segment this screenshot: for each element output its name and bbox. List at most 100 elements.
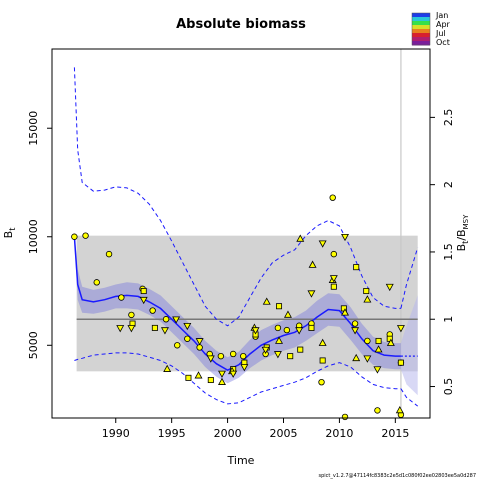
observation-point-triangle-down — [373, 366, 382, 374]
observation-point-triangle-down — [261, 346, 270, 355]
observation-point-triangle-down — [229, 370, 238, 378]
y-right-tick-label: 0.5 — [442, 378, 455, 396]
y-right-tick-label: 1.5 — [442, 243, 455, 261]
forecast-upper-prediction-line — [400, 247, 419, 309]
observation-point-triangle-down — [363, 355, 372, 363]
observation-point-triangle-up — [395, 405, 404, 414]
observation-point-circle — [118, 294, 125, 301]
legend-label: Oct — [436, 38, 450, 47]
x-tick-label: 2000 — [214, 427, 242, 440]
observation-point-square — [276, 303, 283, 310]
y-right-tick-label: 2 — [442, 181, 455, 188]
observation-point-square — [308, 324, 315, 331]
legend-color-swatch — [412, 17, 430, 22]
observation-point-triangle-down — [206, 355, 215, 363]
observation-point-triangle-up — [283, 310, 292, 318]
plot-frame — [51, 48, 431, 419]
legend-label: Apr — [436, 20, 451, 29]
observation-point-triangle-down — [341, 233, 349, 242]
observation-point-circle — [149, 307, 156, 314]
observation-point-triangle-up — [318, 338, 327, 346]
legend-color-swatch — [412, 33, 430, 38]
observation-point-triangle-down — [172, 316, 181, 324]
observation-point-triangle-up — [194, 371, 203, 379]
legend-label: Jul — [435, 29, 446, 38]
observation-point-triangle-up — [341, 308, 349, 316]
observation-point-square — [185, 374, 192, 381]
estimate-ci-band — [74, 232, 401, 384]
upper-prediction-line — [73, 67, 401, 327]
y-left-tick-label: 5000 — [27, 331, 40, 359]
legend-frame — [411, 12, 431, 46]
observation-point-circle — [274, 324, 282, 332]
y-right-main: B — [455, 244, 468, 252]
observation-point-triangle-down — [160, 327, 169, 335]
observation-point-circle — [71, 233, 78, 240]
observation-point-triangle-up — [296, 234, 305, 242]
observation-point-triangle-down — [116, 325, 125, 333]
y-axis-title-left: Bt — [2, 228, 17, 239]
observation-point-circle — [374, 407, 381, 414]
observation-point-square — [207, 377, 214, 384]
observation-point-triangle-up — [262, 297, 271, 305]
observation-point-circle — [329, 194, 336, 201]
legend-color-swatch — [412, 37, 430, 42]
observation-point-triangle-up — [275, 336, 284, 344]
observation-point-circle — [330, 250, 338, 258]
y-right-tick-label: 2.5 — [442, 109, 455, 127]
x-tick-label: 1990 — [102, 427, 130, 440]
observation-point-circle — [128, 311, 135, 319]
observation-point-circle — [240, 352, 247, 360]
x-tick-label: 2015 — [381, 427, 409, 440]
observation-point-square — [330, 283, 337, 290]
y-left-sub: t — [8, 228, 17, 231]
y-right-tick-label: 1 — [442, 316, 455, 323]
observation-point-circle — [174, 342, 181, 349]
y-axis-title-right: Bt/BMSY — [455, 214, 470, 251]
observation-point-triangle-down — [329, 275, 338, 283]
observation-point-square — [140, 288, 147, 295]
legend-label: Jan — [435, 11, 448, 20]
observation-point-square — [319, 357, 326, 364]
bmsy-ci-band — [76, 235, 418, 372]
legend-color-swatch — [412, 29, 430, 34]
observation-point-triangle-up — [308, 260, 317, 268]
x-tick-label: 2005 — [269, 427, 297, 440]
y-right-mid: /B — [455, 229, 468, 240]
observation-point-triangle-down — [385, 283, 394, 292]
observation-point-triangle-down — [251, 327, 260, 335]
y-left-tick-label: 10000 — [27, 219, 40, 254]
index-observations — [71, 194, 405, 421]
legend-color-swatch — [412, 25, 430, 30]
observation-point-triangle-down — [218, 370, 226, 378]
observation-point-triangle-down — [351, 327, 360, 335]
y-left-tick-label: 15000 — [27, 111, 40, 146]
observation-point-triangle-down — [195, 338, 204, 346]
observation-point-circle — [364, 337, 371, 345]
observation-point-triangle-up — [374, 345, 383, 353]
observation-point-circle — [184, 335, 191, 342]
observation-point-circle — [229, 350, 237, 358]
observation-point-triangle-down — [183, 322, 192, 331]
observation-point-triangle-down — [318, 240, 327, 248]
observation-point-square — [151, 324, 158, 331]
observation-point-square — [287, 353, 294, 360]
legend-color-swatch — [412, 13, 430, 18]
observation-point-circle — [162, 316, 170, 323]
observation-point-square — [353, 264, 360, 271]
observation-point-square — [363, 288, 370, 295]
legend-color-swatch — [412, 21, 430, 26]
y-left-main: B — [2, 231, 15, 239]
observation-point-triangle-up — [163, 364, 172, 372]
x-tick-label: 1995 — [158, 427, 186, 440]
legend-color-swatch — [412, 41, 430, 46]
chart-title: Absolute biomass — [176, 17, 306, 32]
observation-point-circle — [318, 378, 325, 386]
observation-point-triangle-down — [139, 296, 148, 305]
observation-point-circle — [283, 326, 291, 334]
observation-point-triangle-up — [352, 353, 361, 362]
observation-point-triangle-down — [307, 290, 316, 298]
observation-point-circle — [351, 320, 359, 327]
